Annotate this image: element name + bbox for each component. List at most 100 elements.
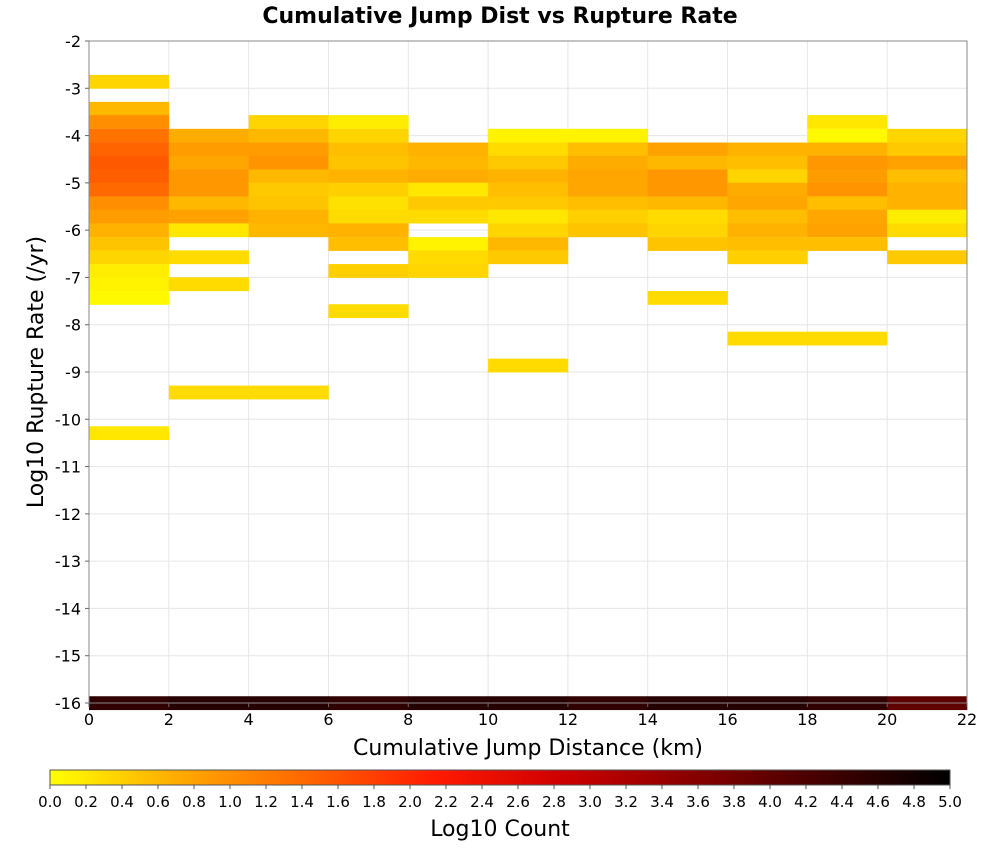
chart-title: Cumulative Jump Dist vs Rupture Rate [262, 4, 737, 29]
heatmap-cell [408, 169, 489, 184]
heatmap-cell [567, 155, 649, 170]
heatmap-cell [248, 223, 329, 238]
heatmap-cell [887, 182, 968, 197]
x-tick-label: 22 [957, 710, 977, 729]
colorbar-tick-label: 3.8 [722, 793, 746, 811]
heatmap-cell [168, 169, 249, 184]
heatmap-cell [567, 209, 649, 224]
heatmap-cell [488, 169, 569, 184]
heatmap-cell [807, 169, 888, 184]
colorbar-ticks: 0.0 0.2 0.4 0.6 0.8 1.0 1.2 1.4 1.6 1.8 2.0 2.2 2.4 2… [38, 785, 962, 811]
heatmap-cell [488, 358, 569, 373]
heatmap-cell [488, 128, 569, 143]
heatmap-cell [647, 182, 728, 197]
heatmap-cell [248, 196, 329, 211]
y-tick-label: -16 [55, 694, 81, 713]
colorbar-tick-label: 1.8 [362, 793, 386, 811]
heatmap-cell [727, 169, 808, 184]
heatmap-cell [89, 237, 170, 251]
colorbar-tick-label: 0.2 [74, 793, 98, 811]
heatmap-cell [727, 142, 808, 157]
heatmap-cell [408, 250, 489, 265]
colorbar-tick-label: 0.0 [38, 793, 62, 811]
heatmap-cell [328, 223, 409, 238]
heatmap-cell [807, 196, 888, 211]
heatmap-cell [887, 209, 968, 224]
heatmap-cell [807, 182, 888, 197]
heatmap-cell [727, 182, 808, 197]
heatmap-cell [807, 209, 888, 224]
colorbar-tick-label: 3.0 [578, 793, 602, 811]
heatmap-cell [408, 237, 489, 251]
colorbar-tick-label: 4.4 [830, 793, 854, 811]
y-tick-label: -13 [55, 552, 81, 571]
y-tick-label: -15 [55, 647, 81, 666]
colorbar-tick-label: 0.4 [110, 793, 134, 811]
y-axis-ticks: -2 -3 -4 -5 -6 -7 -8 -9 -10 -11 -12 -13 -14 -15 -16 [55, 32, 89, 713]
heatmap-cell [887, 155, 968, 170]
heatmap-cell [727, 196, 808, 211]
heatmap-cell [168, 209, 249, 224]
colorbar-tick-label: 1.4 [290, 793, 314, 811]
heatmap-cell [488, 250, 569, 265]
heatmap-cell [647, 237, 728, 251]
colorbar-tick-label: 0.8 [182, 793, 206, 811]
x-tick-label: 8 [403, 710, 413, 729]
y-tick-label: -10 [55, 410, 81, 429]
heatmap-cell [408, 209, 489, 224]
heatmap-cell [488, 196, 569, 211]
heatmap-cell [488, 223, 569, 238]
heatmap-cell [727, 250, 808, 265]
x-axis-ticks: 0 2 4 6 8 10 12 14 16 18 20 22 [84, 703, 977, 729]
colorbar-tick-label: 0.6 [146, 793, 170, 811]
heatmap-cell [89, 209, 170, 224]
x-tick-label: 10 [478, 710, 498, 729]
heatmap-cell [567, 182, 649, 197]
heatmap-cell [807, 331, 888, 346]
heatmap-cell [248, 169, 329, 184]
heatmap-cell [887, 250, 968, 265]
colorbar-tick-label: 2.0 [398, 793, 422, 811]
heatmap-cell [248, 155, 329, 170]
x-tick-label: 6 [323, 710, 333, 729]
heatmap-cell [248, 385, 329, 400]
y-tick-label: -12 [55, 505, 81, 524]
heatmap-cell [408, 142, 489, 157]
heatmap-cell [89, 182, 170, 197]
y-tick-label: -7 [65, 268, 81, 287]
heatmap-cell [647, 142, 728, 157]
heatmap-cell [89, 142, 170, 157]
heatmap-cell [248, 182, 329, 197]
heatmap-cell [328, 128, 409, 143]
heatmap-cells [89, 74, 968, 711]
heatmap-cell [727, 209, 808, 224]
colorbar-tick-label: 3.4 [650, 793, 674, 811]
heatmap-cell [89, 277, 170, 292]
heatmap-cell [887, 142, 968, 157]
heatmap-cell [647, 209, 728, 224]
heatmap-cell [168, 385, 249, 400]
heatmap-cell [647, 169, 728, 184]
x-tick-label: 4 [244, 710, 254, 729]
heatmap-cell [488, 182, 569, 197]
colorbar-tick-label: 4.0 [758, 793, 782, 811]
heatmap-cell [567, 128, 649, 143]
x-tick-label: 0 [84, 710, 94, 729]
colorbar-tick-label: 1.6 [326, 793, 350, 811]
x-axis-label: Cumulative Jump Distance (km) [353, 736, 703, 761]
heatmap-cell [647, 291, 728, 305]
heatmap-cell [89, 169, 170, 184]
y-tick-label: -2 [65, 32, 81, 51]
heatmap-cell [89, 101, 170, 116]
heatmap-cell [168, 142, 249, 157]
y-axis-label: Log10 Rupture Rate (/yr) [24, 236, 49, 508]
colorbar-tick-label: 3.6 [686, 793, 710, 811]
heatmap-cell [328, 264, 409, 278]
heatmap-cell [807, 142, 888, 157]
heatmap-cell [328, 115, 409, 129]
heatmap-cell [89, 250, 170, 265]
heatmap-cell [168, 155, 249, 170]
heatmap-cell [488, 155, 569, 170]
heatmap-cell [807, 237, 888, 251]
